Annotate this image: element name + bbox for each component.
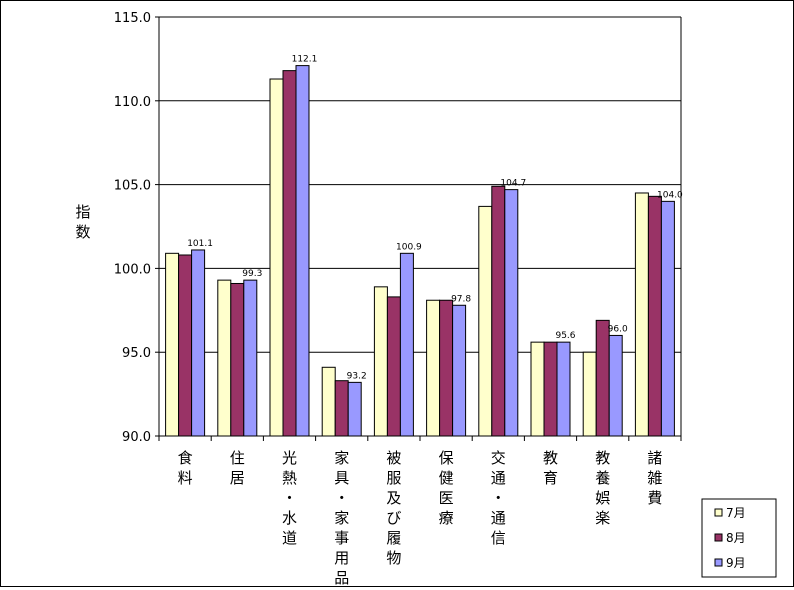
bar-7月-住居 [217, 279, 232, 437]
bar-9月-交通・通信 [504, 189, 519, 437]
bar-9月-住居 [243, 279, 258, 437]
bar-7月-被服及び履物 [373, 286, 388, 437]
bar-8月-光熱・水道 [282, 70, 297, 437]
data-labels: 101.1 99.3 112.1 93.2 100.9 97.8 104.7 95.6 96.0… [187, 55, 683, 382]
y-axis-title: 指数 [75, 203, 90, 241]
y-tick-label: 95.0 [122, 346, 151, 361]
bars [165, 65, 675, 437]
bar-7月-保健医療 [426, 299, 441, 437]
bar-7月-諸雑費 [634, 192, 649, 437]
data-label: 101.1 [187, 239, 213, 249]
data-label: 104.7 [500, 179, 526, 189]
bar-9月-食料 [191, 249, 206, 437]
legend-box [701, 498, 777, 578]
y-tick-label: 100.0 [114, 262, 151, 277]
data-label: 104.0 [657, 190, 683, 200]
bar-9月-教養娯楽 [608, 334, 623, 437]
category-label: 諸雑費 [647, 449, 662, 507]
legend-swatch [714, 533, 723, 542]
bar-9月-被服及び履物 [399, 252, 414, 437]
bar-7月-交通・通信 [478, 205, 493, 437]
y-tick-labels: 115.0 110.0 105.0 100.0 95.0 90.0 [114, 11, 151, 445]
bar-7月-家具・家事用品 [321, 366, 336, 437]
legend-label: 9月 [726, 556, 746, 570]
y-tick-label: 105.0 [114, 179, 151, 194]
category-label: 教育 [543, 449, 558, 487]
bar-8月-家具・家事用品 [334, 380, 349, 437]
data-label: 95.6 [555, 331, 575, 341]
y-tick-label: 90.0 [122, 430, 151, 445]
legend-label: 8月 [726, 531, 746, 545]
data-label: 112.1 [292, 55, 318, 65]
bar-8月-保健医療 [439, 299, 454, 437]
data-label: 93.2 [347, 371, 367, 381]
category-label: 教養娯楽 [595, 449, 610, 527]
bar-8月-教育 [543, 341, 558, 437]
bar-9月-諸雑費 [660, 200, 675, 437]
bar-8月-交通・通信 [491, 185, 506, 437]
data-label: 100.9 [396, 242, 422, 252]
legend-swatch [714, 558, 723, 567]
data-label: 96.0 [608, 324, 628, 334]
bar-9月-家具・家事用品 [347, 381, 362, 437]
bar-8月-諸雑費 [647, 195, 662, 437]
category-label: 家具・家事用品 [334, 449, 349, 586]
legend: 7月 8月 9月 [701, 498, 777, 578]
bar-7月-教育 [530, 341, 545, 437]
y-tick-label: 115.0 [114, 11, 151, 26]
bar-9月-光熱・水道 [295, 65, 310, 437]
bar-8月-住居 [230, 282, 245, 437]
category-label: 被服及び履物 [386, 449, 401, 567]
legend-swatch [714, 508, 723, 517]
bar-7月-教養娯楽 [582, 351, 597, 437]
category-label: 保健医療 [439, 449, 454, 527]
data-label: 99.3 [242, 269, 262, 279]
bar-8月-被服及び履物 [386, 296, 401, 437]
bar-7月-光熱・水道 [269, 78, 284, 437]
category-label: 交通・通信 [491, 449, 506, 547]
bar-7月-食料 [165, 252, 180, 437]
category-label: 光熱・水道 [282, 449, 297, 547]
bar-9月-保健医療 [452, 304, 467, 437]
legend-label: 7月 [726, 506, 746, 520]
category-label: 食料 [178, 449, 193, 487]
data-label: 97.8 [451, 294, 471, 304]
y-tick-label: 110.0 [114, 95, 151, 110]
category-label: 住居 [230, 449, 245, 487]
bar-8月-教養娯楽 [595, 319, 610, 437]
bar-8月-食料 [178, 254, 193, 437]
y-axis-label: 指数 [75, 203, 90, 241]
bar-9月-教育 [556, 341, 571, 437]
